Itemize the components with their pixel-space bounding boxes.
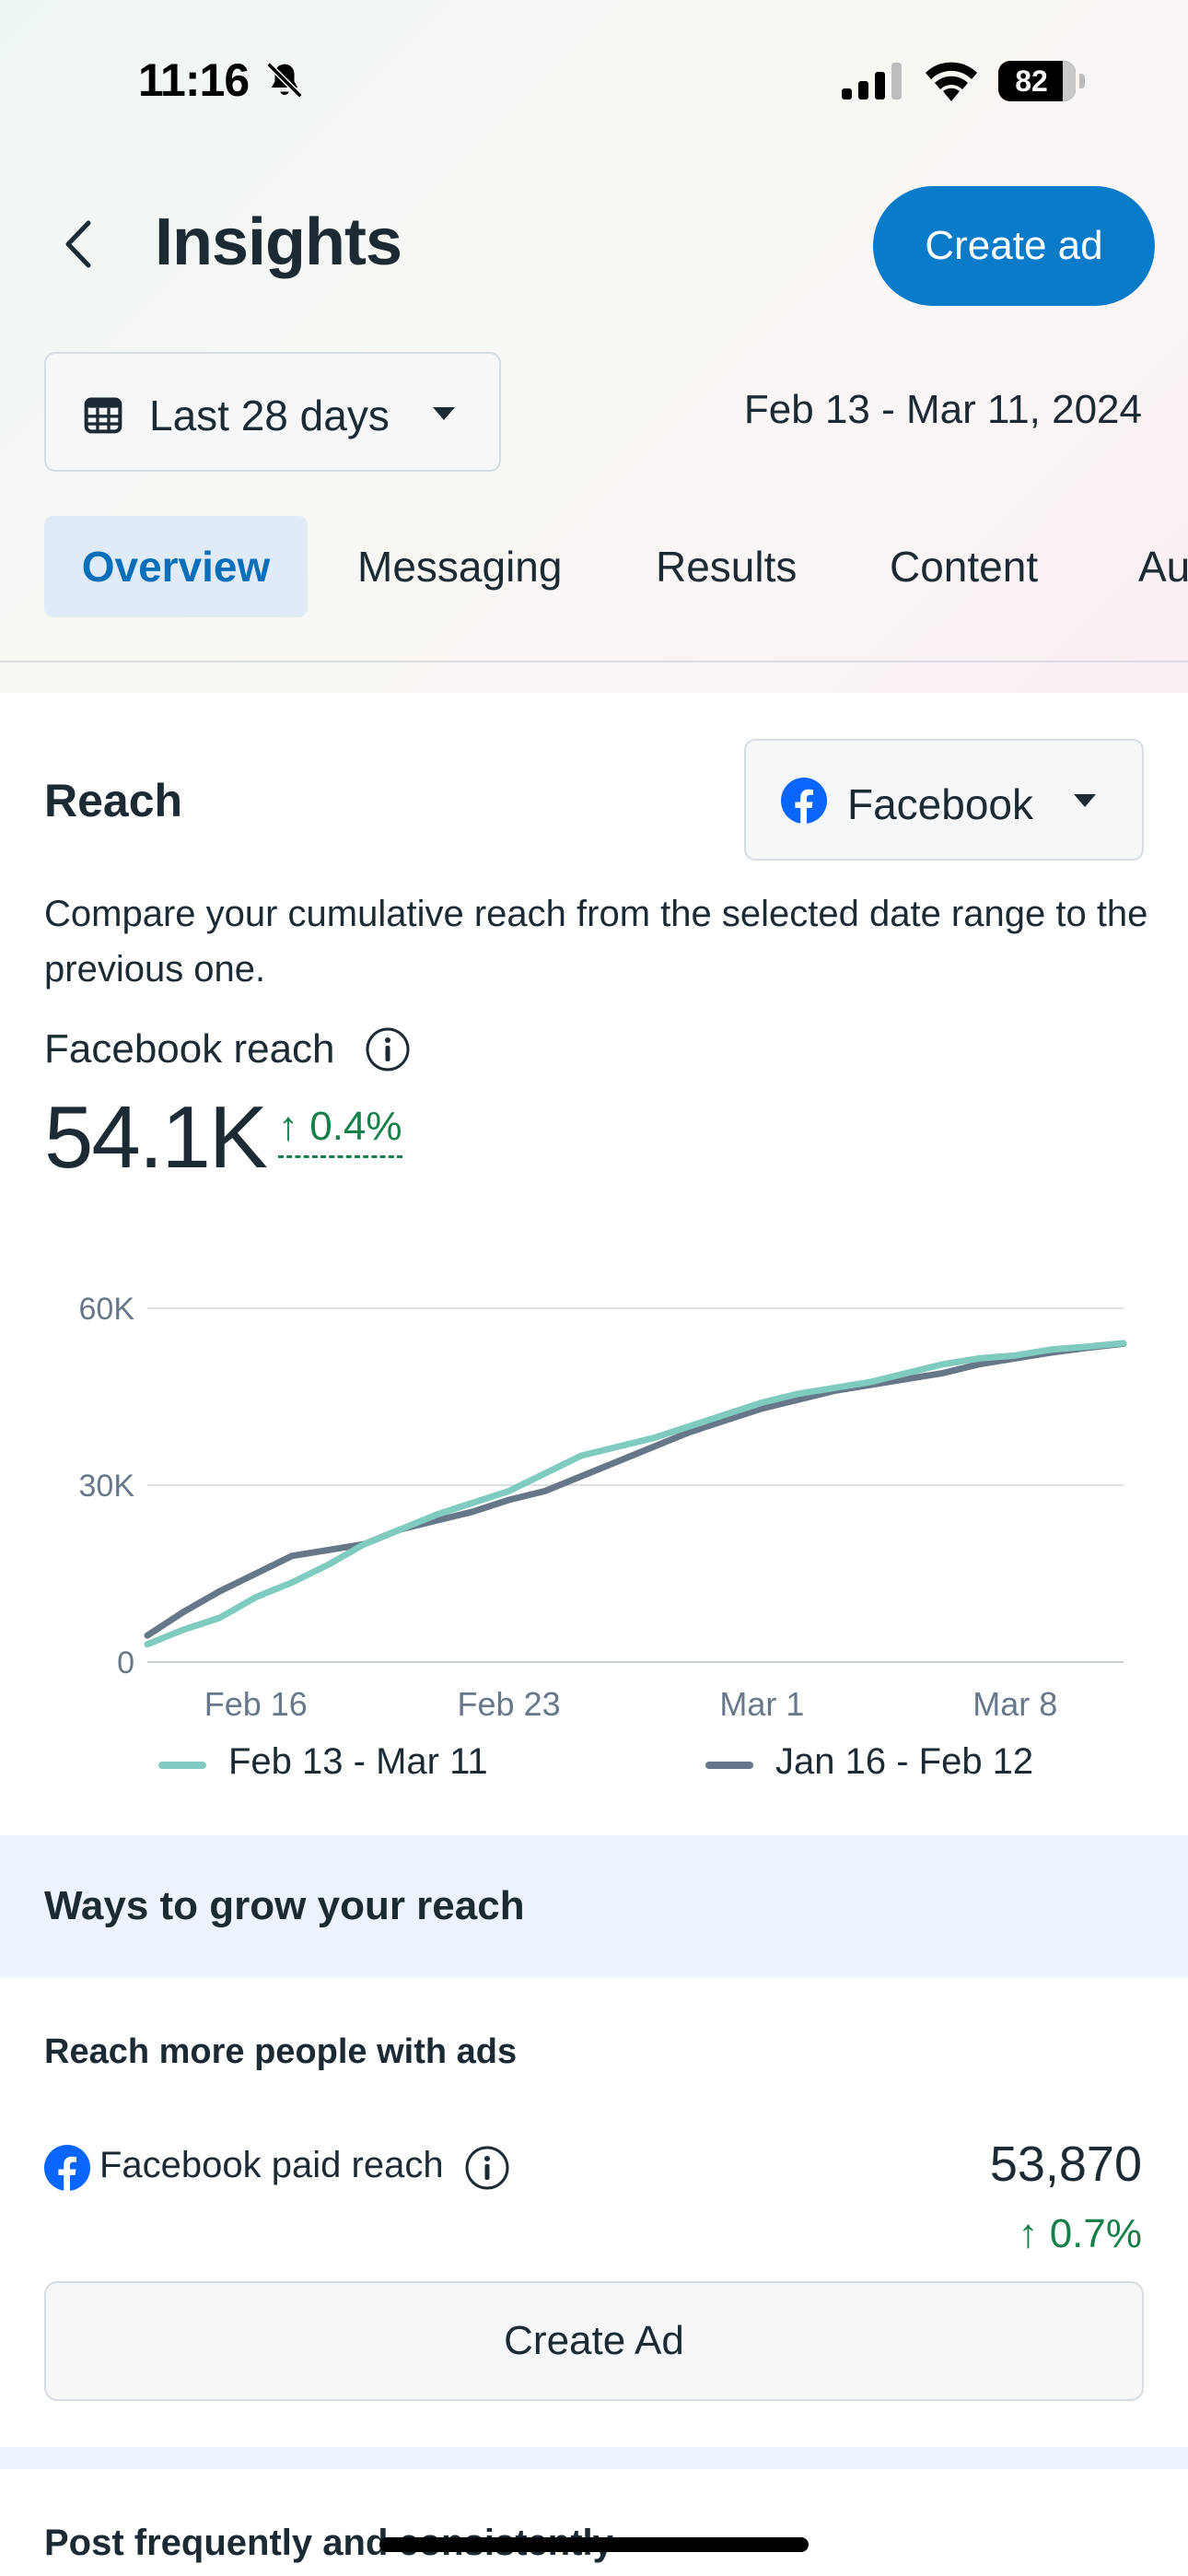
paid-reach-value: 53,870 [989, 2137, 1142, 2192]
date-range-label: Feb 13 - Mar 11, 2024 [743, 387, 1142, 432]
series-line-previous [144, 1340, 1127, 1639]
reach-description: Compare your cumulative reach from the s… [44, 894, 1148, 989]
x-tick-label: Mar 1 [719, 1685, 804, 1723]
legend-swatch-current [158, 1762, 206, 1769]
battery-indicator: 82 [998, 61, 1085, 101]
wifi-icon [926, 62, 977, 101]
platform-dropdown[interactable]: Facebook [744, 739, 1144, 861]
legend-label-current: Feb 13 - Mar 11 [228, 1741, 488, 1782]
facebook-icon [781, 778, 827, 824]
reach-delta[interactable]: ↑ 0.4% [278, 1104, 402, 1158]
reach-chart: 0 30K 60K Feb 16 Feb 23 Mar 1 Mar 8 [0, 1271, 1188, 1787]
y-tick-label: 30K [79, 1469, 135, 1504]
platform-label: Facebook [847, 780, 1034, 828]
y-tick-label: 60K [79, 1292, 135, 1327]
bell-off-icon [266, 62, 303, 99]
page-title: Insights [155, 205, 402, 279]
x-tick-label: Feb 16 [204, 1685, 308, 1723]
battery-level: 82 [1015, 64, 1048, 98]
series-line-current [144, 1340, 1127, 1648]
tab-results[interactable]: Results [656, 543, 798, 591]
ads-subtitle: Reach more people with ads [44, 2032, 518, 2071]
status-bar: 11:16 82 [0, 0, 1188, 157]
header-divider [0, 661, 1188, 662]
date-preset-label: Last 28 days [149, 392, 390, 439]
tab-content[interactable]: Content [890, 543, 1039, 591]
info-icon[interactable] [464, 2145, 510, 2191]
date-preset-dropdown[interactable]: Last 28 days [44, 352, 501, 472]
home-indicator [379, 2537, 809, 2552]
x-tick-label: Mar 8 [973, 1685, 1057, 1723]
section-separator [0, 2447, 1188, 2469]
caret-down-icon [433, 407, 455, 420]
grow-section-header [0, 1835, 1188, 1977]
reach-value: 54.1K [44, 1088, 268, 1187]
signal-icon [842, 63, 902, 100]
facebook-reach-label: Facebook reach [44, 1026, 335, 1071]
reach-line-chart: 0 30K 60K Feb 16 Feb 23 Mar 1 Mar 8 [79, 1292, 1127, 1723]
tab-bar: Overview Messaging Results Content Au [0, 516, 1188, 626]
create-ad-button[interactable]: Create ad [873, 186, 1155, 306]
caret-down-icon [1074, 794, 1096, 807]
create-ad-secondary-button[interactable]: Create Ad [44, 2281, 1144, 2401]
x-tick-label: Feb 23 [458, 1685, 561, 1723]
facebook-icon [44, 2145, 90, 2191]
y-tick-label: 0 [117, 1645, 134, 1680]
paid-reach-label: Facebook paid reach [99, 2145, 444, 2185]
reach-title: Reach [44, 775, 183, 826]
back-chevron-icon[interactable] [55, 212, 107, 276]
paid-reach-delta: ↑ 0.7% [1018, 2211, 1142, 2256]
calendar-icon [84, 397, 122, 434]
tab-overview[interactable]: Overview [44, 516, 308, 617]
status-time: 11:16 [138, 54, 250, 106]
info-icon[interactable] [365, 1026, 411, 1072]
grow-title: Ways to grow your reach [44, 1883, 525, 1928]
legend-swatch-previous [705, 1762, 753, 1769]
tab-audience[interactable]: Au [1138, 543, 1188, 591]
legend-label-previous: Jan 16 - Feb 12 [775, 1741, 1034, 1782]
tab-messaging[interactable]: Messaging [357, 543, 563, 591]
